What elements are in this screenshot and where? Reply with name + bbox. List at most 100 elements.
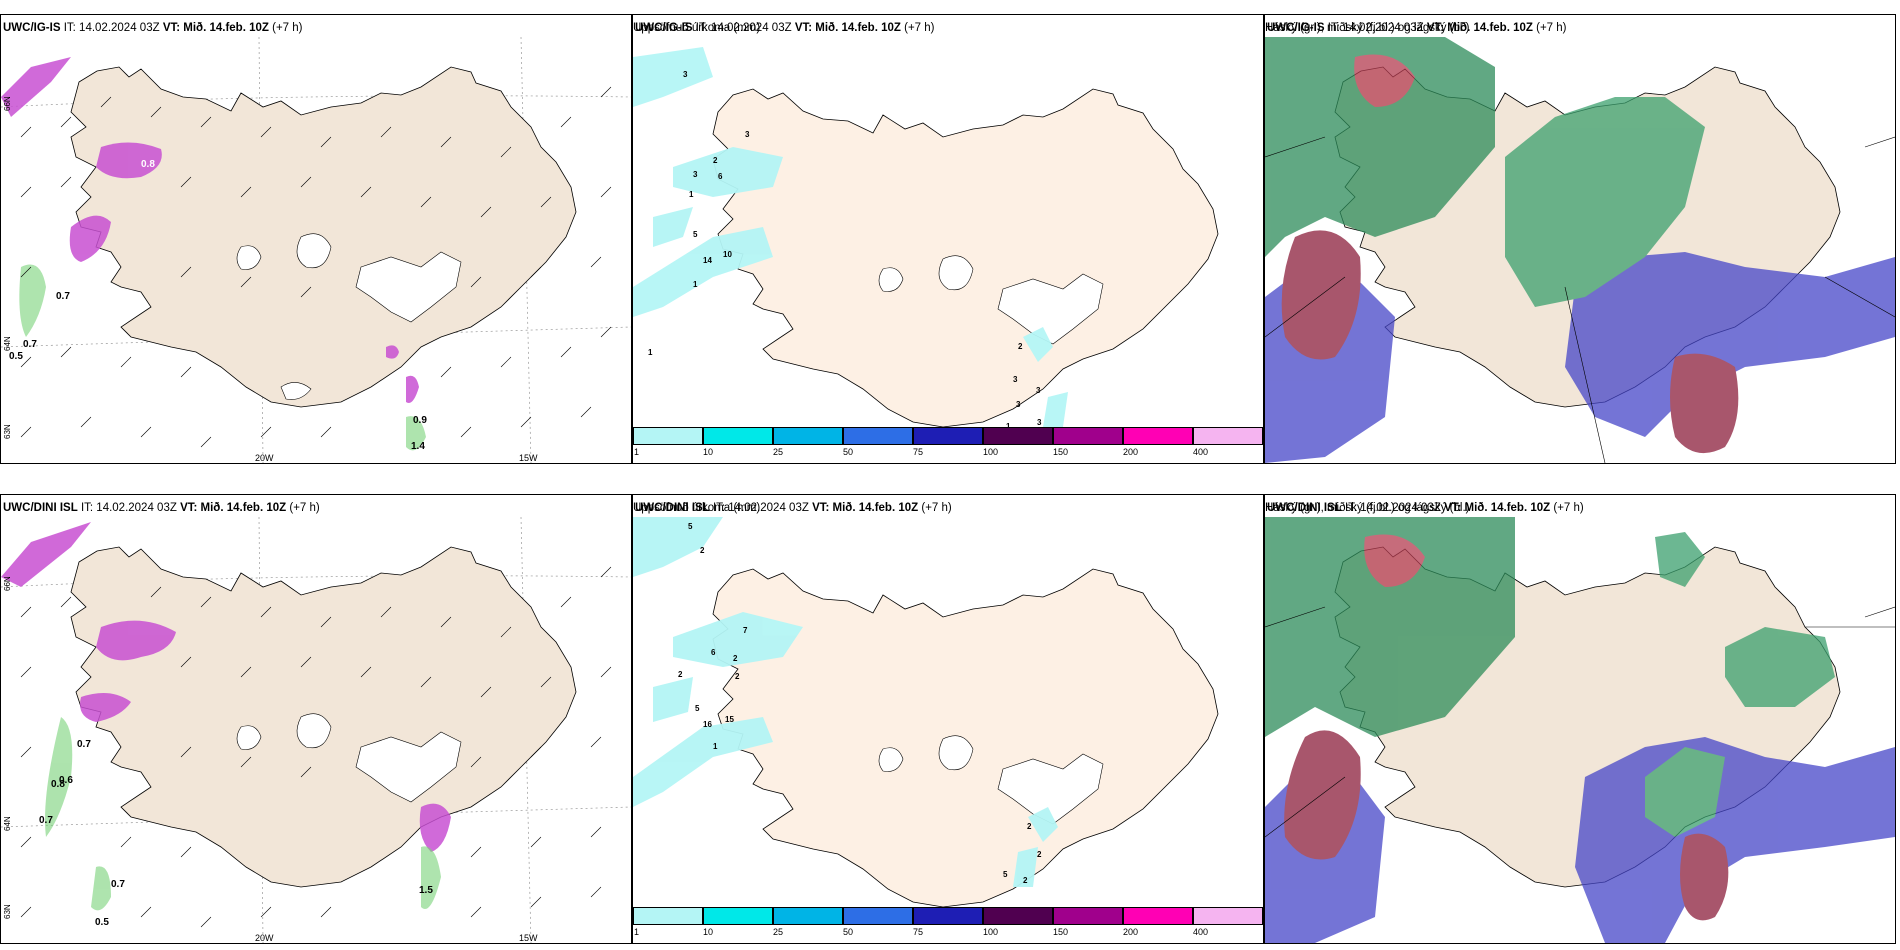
wind-label: 0.7 — [39, 815, 53, 826]
init-time: 14.02.2024 03Z — [1343, 22, 1424, 34]
legend-swatch — [1053, 907, 1123, 925]
init-time: 14.02.2024 03Z — [96, 502, 177, 514]
it-label: IT: — [80, 502, 94, 514]
valid-time: Mið. 14.feb. 10Z — [815, 22, 901, 34]
legend-swatch — [1193, 427, 1263, 445]
wind-label: 0.5 — [9, 351, 23, 362]
cloud-title: Háský (gr.), miðský (fj.bl.) og lágský (… — [1265, 502, 1470, 514]
model-name: UWC/DINI ISL — [3, 502, 78, 514]
panel-header: UWC/IG-IS IT: 14.02.2024 03Z VT: Mið. 14… — [1267, 20, 1567, 36]
precip-label: 5 — [695, 704, 700, 713]
wind-panel-row2: UWC/DINI ISL IT: 14.02.2024 03Z VT: Mið.… — [0, 494, 632, 944]
precip-label: 3 — [1013, 375, 1018, 384]
precip-label: 16 — [703, 720, 712, 729]
wind-map: 0.8 0.7 0.7 0.5 1.4 0.9 — [1, 37, 631, 463]
legend-tick: 150 — [1053, 927, 1069, 937]
it-label: IT: — [695, 22, 708, 34]
legend-tick: 75 — [913, 447, 924, 457]
lon-label-right: 15W — [519, 933, 538, 943]
wind-label: 0.7 — [23, 339, 37, 350]
legend-tick: 200 — [1123, 927, 1139, 937]
lat-label-top: 66N — [3, 576, 12, 591]
lat-label-mid: 64N — [3, 336, 12, 351]
precip-label: 2 — [700, 546, 705, 555]
legend-tick: 25 — [773, 447, 784, 457]
model-name: UWC/DINI ISL — [1267, 502, 1342, 514]
wind-label: 1.5 — [419, 885, 433, 896]
valid-time: Mið. 14.feb. 10Z — [200, 502, 287, 514]
legend-tick: 75 — [913, 927, 924, 937]
model-name: UWC/IG-IS — [1267, 22, 1325, 34]
legend-swatch — [843, 427, 913, 445]
wind-label: 0.5 — [95, 917, 109, 928]
precip-label: 1 — [713, 742, 718, 751]
lead-time: (+7 h) — [904, 22, 935, 34]
lon-label-left: 20W — [255, 453, 274, 463]
precip-label: 6 — [711, 648, 716, 657]
cloud-panel-row2: UWC/DINI ISL IT: 14.02.2024 03Z VT: Mið.… — [1264, 494, 1896, 944]
wind-label: 0.9 — [413, 415, 427, 426]
precip-title: Uppsöfnuð úrkoma (mm) — [633, 502, 761, 514]
wind-label: 0.7 — [77, 739, 91, 750]
wind-label: 0.8 — [141, 159, 155, 170]
legend-tick: 100 — [983, 927, 999, 937]
legend-swatch — [703, 427, 773, 445]
precip-label: 7 — [743, 626, 748, 635]
init-time: 14.02.2024 03Z — [1360, 502, 1441, 514]
precip-label: 1 — [689, 190, 694, 199]
wind-panel-row1: UWC/IG-IS IT: 14.02.2024 03Z VT: Mið. 14… — [0, 14, 632, 464]
precip-label: 6 — [718, 172, 723, 181]
cloud-map — [1265, 517, 1895, 943]
it-label: IT: — [712, 502, 726, 514]
legend-swatch — [703, 907, 773, 925]
legend-swatch — [633, 907, 703, 925]
lead-time: (+7 h) — [272, 22, 303, 34]
cloud-map — [1265, 37, 1895, 463]
precip-label: 5 — [693, 230, 698, 239]
legend-tick: 10 — [703, 447, 714, 457]
vt-label: VT: — [794, 22, 813, 34]
it-label: IT: — [63, 22, 76, 34]
legend-swatch — [843, 907, 913, 925]
wind-label: 0.8 — [51, 779, 65, 790]
lead-time: (+7 h) — [289, 502, 320, 514]
init-time: 14.02.2024 03Z — [728, 502, 809, 514]
wind-label: 0.6 — [59, 775, 73, 786]
legend-swatch — [1053, 427, 1123, 445]
iceland-land — [712, 568, 1219, 908]
legend-tick: 400 — [1193, 447, 1209, 457]
wind-label: 0.7 — [111, 879, 125, 890]
precip-title: Uppsöfnuð úrkoma (mm) — [633, 22, 761, 34]
precip-label: 1 — [693, 280, 698, 289]
legend-tick: 400 — [1193, 927, 1209, 937]
panel-header: UWC/DINI ISL IT: 14.02.2024 03Z VT: Mið.… — [635, 500, 952, 516]
precip-label: 3 — [693, 170, 698, 179]
precip-label: 10 — [723, 250, 732, 259]
legend-swatch — [983, 907, 1053, 925]
panel-header: UWC/DINI ISL IT: 14.02.2024 03Z VT: Mið.… — [1267, 500, 1584, 516]
legend-tick: 1 — [634, 447, 640, 457]
lead-time: (+7 h) — [1553, 502, 1584, 514]
lon-label-right: 15W — [519, 453, 538, 463]
precip-label: 15 — [725, 715, 734, 724]
precip-label: 2 — [733, 654, 738, 663]
valid-time: Mið. 14.feb. 10Z — [832, 502, 919, 514]
init-time: 14.02.2024 03Z — [711, 22, 792, 34]
legend-tick: 1 — [634, 927, 640, 937]
legend-tick: 200 — [1123, 447, 1139, 457]
precip-label: 2 — [713, 156, 718, 165]
vt-label: VT: — [812, 502, 830, 514]
precip-label: 3 — [1036, 386, 1041, 395]
precip-map: 5 2 7 6 2 2 2 5 16 15 1 2 2 2 5 — [633, 517, 1219, 908]
legend-swatch — [1123, 907, 1193, 925]
wind-label: 1.4 — [411, 441, 425, 452]
legend-swatch — [1193, 907, 1263, 925]
precip-label: 1 — [1006, 422, 1011, 429]
legend-swatch — [913, 427, 983, 445]
lead-time: (+7 h) — [1536, 22, 1567, 34]
precip-label: 3 — [745, 130, 750, 139]
lat-label-mid: 64N — [3, 816, 12, 831]
legend-tick: 50 — [843, 927, 854, 937]
precip-label: 3 — [1016, 400, 1021, 409]
precip-panel-row2: UWC/DINI ISL IT: 14.02.2024 03Z VT: Mið.… — [632, 494, 1264, 944]
